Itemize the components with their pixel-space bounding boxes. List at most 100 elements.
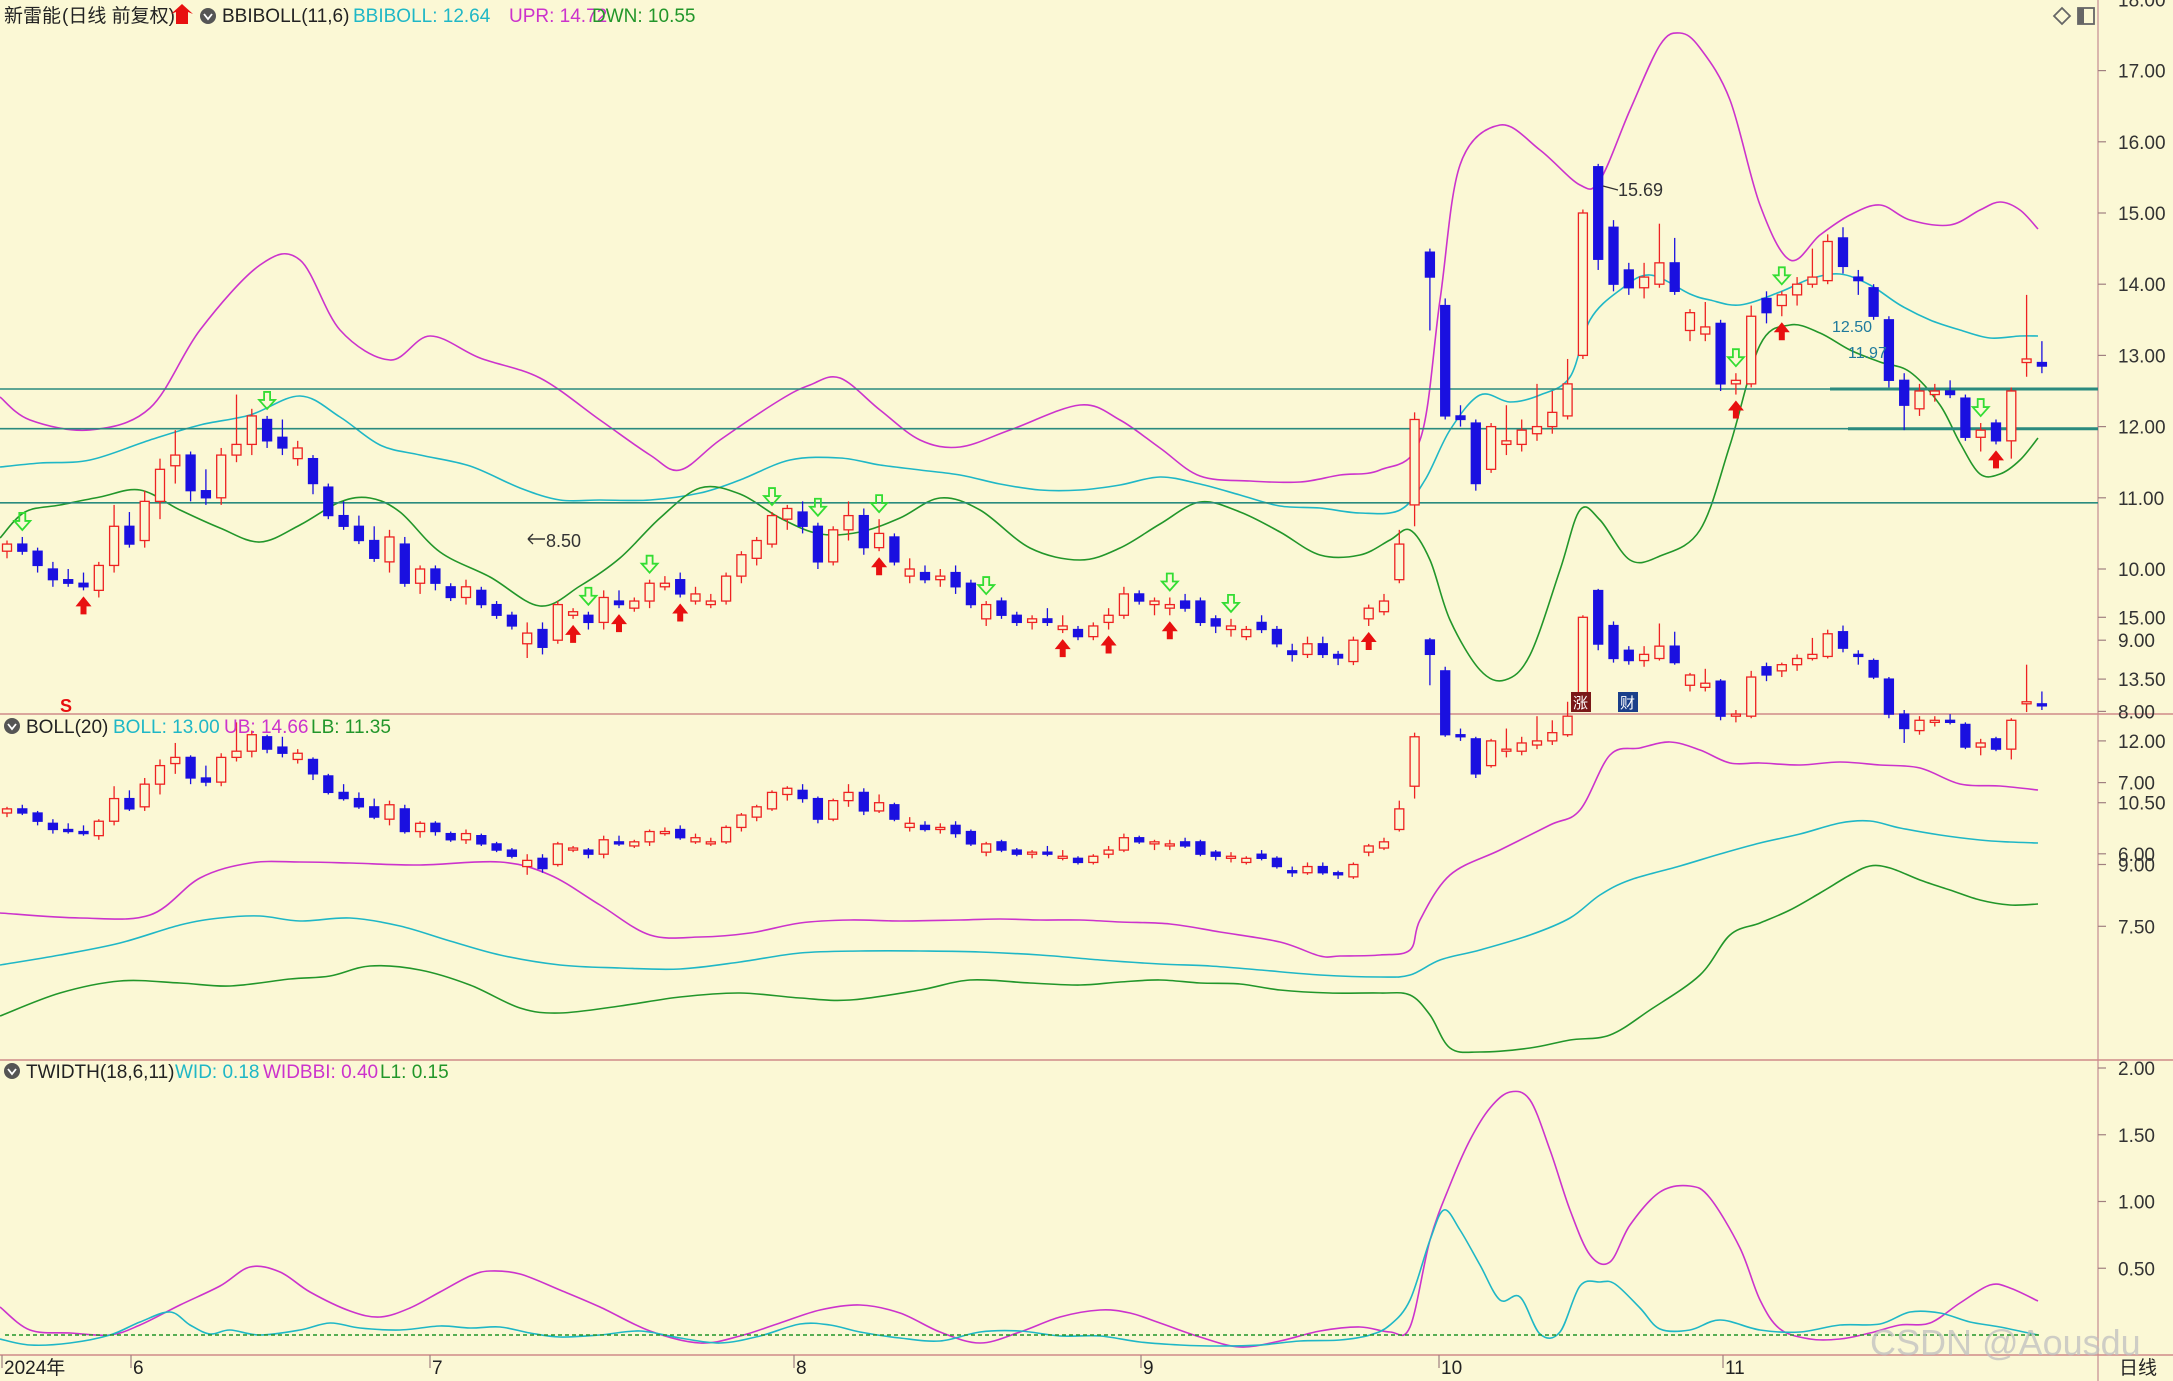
candle-p1-body [629, 600, 640, 609]
candle-p1-body [1638, 276, 1650, 289]
candle-p1-body [216, 454, 227, 499]
s-badge[interactable]: S [60, 696, 72, 716]
candle-p1-body [1287, 650, 1298, 656]
candle-p2-body [491, 843, 502, 851]
p2-tick-label: 13.50 [2118, 670, 2166, 691]
candle-p1-body [1332, 653, 1344, 659]
p3-tick-label: 1.00 [2118, 1193, 2155, 1214]
candle-p2-body [1883, 678, 1895, 715]
candle-p2-body [231, 750, 242, 759]
candle-p1-body [154, 468, 166, 503]
candle-p1-body [1807, 276, 1818, 285]
candle-p2-body [1623, 649, 1634, 662]
candle-p2-body [904, 822, 915, 829]
candle-p2-body [1149, 841, 1160, 845]
candle-p1-body [1, 543, 13, 552]
stock-mode[interactable]: (日线 前复权) [62, 5, 175, 27]
p2-mid-band [0, 819, 2039, 978]
candle-p2-body [460, 832, 472, 841]
buy-arrow-icon [565, 624, 582, 643]
candle-p1-body [1424, 251, 1436, 278]
buy-arrow-icon [1360, 631, 1377, 650]
candle-p1-body [1990, 422, 2002, 442]
x-month-label: 7 [432, 1358, 443, 1379]
candle-p1-body [1899, 379, 1910, 406]
candle-p2-body [1562, 715, 1573, 736]
candle-p2-body [1195, 841, 1206, 855]
candle-p1-body [919, 571, 931, 581]
x-axis: 2024年 6 7 8 9 10 11 [1, 1355, 1745, 1379]
candle-p2-body [1332, 872, 1344, 876]
candle-p2-body [981, 843, 992, 853]
candle-p1-body [1669, 262, 1680, 292]
cai-badge[interactable]: 财 [1620, 695, 1635, 712]
panel-2-menu-icon[interactable] [4, 718, 20, 734]
signal-arrows [12, 266, 2004, 658]
p2-tick-label: 7.50 [2118, 917, 2155, 938]
panel-2-indicator[interactable]: BOLL(20) [26, 717, 108, 738]
candle-p2-body [399, 808, 410, 833]
candle-p2-body [782, 787, 793, 796]
candle-p1-body [1164, 603, 1175, 609]
panel-1-indicator[interactable]: BBIBOLL(11,6) [222, 6, 349, 27]
candle-p2-body [1990, 738, 2002, 750]
candle-p1-body [2006, 390, 2017, 442]
candles-panel-1 [1, 163, 2048, 666]
candle-p1-body [1011, 614, 1022, 624]
candle-p1-body [170, 454, 181, 467]
indicator-curves [0, 32, 2040, 1348]
panel-1-header: 新雷能 (日线 前复权) BBIBOLL(11,6) BBIBOLL: 12.6… [4, 4, 2095, 27]
candle-p1-body [506, 614, 518, 627]
panel-3-header: TWIDTH(18,6,11) WID: 0.18 WIDBBI: 0.40 L… [4, 1062, 449, 1083]
period-label[interactable]: 日线 [2119, 1357, 2157, 1379]
chevron-down-icon [7, 1068, 17, 1076]
stock-name[interactable]: 新雷能 [4, 5, 61, 27]
candles-panel-2 [1, 588, 2048, 879]
candle-p1-body [1455, 415, 1466, 421]
p1-tick-label: 18.00 [2118, 0, 2166, 11]
candle-p1-body [1761, 297, 1772, 314]
candle-p1-body [139, 500, 150, 542]
p2-upper-band [0, 741, 2039, 958]
candle-p2-body [17, 808, 28, 814]
candle-p1-body [1440, 304, 1451, 417]
candle-p2-body [996, 841, 1007, 851]
candle-p2-body [1011, 849, 1022, 855]
candle-p2-body [430, 822, 441, 833]
candle-p2-body [1516, 742, 1527, 752]
level-label-1: 12.50 [1832, 319, 1872, 336]
candle-p2-body [1287, 870, 1298, 874]
candle-p1-body [583, 614, 594, 624]
candle-p1-body [1241, 628, 1252, 638]
candle-p1-body [1623, 269, 1634, 289]
candle-p1-body [445, 586, 456, 599]
candle-p1-body [522, 632, 533, 645]
candle-p1-body [965, 582, 977, 606]
candle-p2-body [1593, 589, 1604, 645]
candle-p2-body [720, 826, 732, 843]
candle-p1-body [338, 514, 349, 527]
candle-p2-body [1684, 674, 1696, 686]
panel-3-menu-icon[interactable] [4, 1063, 20, 1079]
candle-p1-body [1746, 315, 1757, 385]
candle-p2-body [629, 841, 640, 847]
p2-item-1: UB: 14.66 [224, 717, 309, 738]
sell-arrow-icon [761, 487, 783, 507]
diamond-icon[interactable] [2052, 6, 2072, 26]
candle-p2-body [1470, 738, 1481, 775]
candle-p2-body [32, 812, 43, 822]
candle-p1-body [981, 603, 992, 620]
panel-1-menu-icon[interactable] [200, 8, 216, 24]
buy-arrow-icon [672, 603, 689, 622]
candle-p1-body [812, 525, 824, 563]
zhang-badge[interactable]: 涨 [1573, 695, 1588, 712]
candle-p2-body [1960, 723, 1971, 748]
panel-3-indicator[interactable]: TWIDTH(18,6,11) [26, 1062, 175, 1083]
candle-p2-body [1072, 857, 1084, 864]
candle-p2-body [200, 777, 212, 783]
candle-p2-body [598, 839, 609, 855]
candle-p1-body [797, 511, 808, 527]
candle-p2-body [1914, 719, 1925, 732]
candle-p1-body [1363, 607, 1374, 620]
